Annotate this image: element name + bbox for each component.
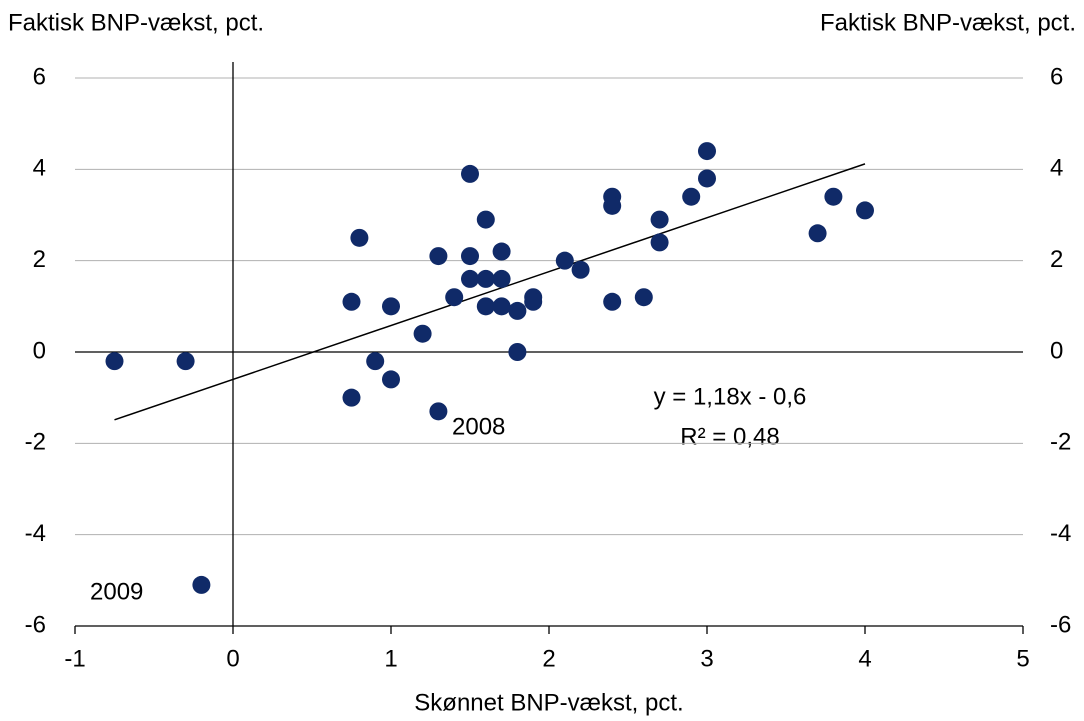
point [382,297,400,316]
annotation: 2009 [90,578,143,605]
point [342,292,361,311]
point [429,402,448,421]
y-tick-label: -2 [25,429,46,456]
point [429,247,448,266]
point [824,187,843,206]
x-tick-label: 1 [384,645,397,672]
y2-tick-label: 4 [1050,155,1063,182]
point [342,388,361,407]
point [192,575,211,594]
annotation: 2008 [452,413,505,440]
y-tick-label: 6 [33,63,46,90]
point [650,233,669,252]
point [698,142,716,161]
x-tick-label: 3 [700,645,713,672]
point [105,352,124,371]
point [808,224,827,243]
point [634,288,653,307]
point [682,187,701,206]
y2-tick-label: -2 [1050,429,1071,456]
x-tick-label: 5 [1016,645,1029,672]
point [856,201,874,220]
y-tick-label: 2 [33,246,46,273]
y-tick-label: -4 [25,520,46,547]
y-tick-label: -6 [25,611,46,638]
point [476,297,495,316]
point [698,169,716,188]
y2-tick-label: -4 [1050,520,1071,547]
x-tick-label: 0 [226,645,239,672]
point [366,352,385,371]
point [492,242,511,261]
point [382,370,400,389]
point [508,343,527,361]
trend-equation: y = 1,18x - 0,6 [654,383,807,410]
point [176,352,195,371]
point [461,164,479,183]
point [476,210,495,229]
point [492,269,511,288]
point [555,251,574,270]
trend-r2: R² = 0,48 [680,423,779,450]
y-tick-label: 4 [33,155,46,182]
point [508,301,527,320]
x-tick-label: 2 [542,645,555,672]
trend-line [114,163,866,421]
y2-axis-title: Faktisk BNP-vækst, pct. [820,9,1076,36]
point [461,247,479,266]
point [445,288,464,307]
point [492,297,511,316]
y-axis-title: Faktisk BNP-vækst, pct. [8,9,264,36]
point [603,292,622,311]
point [476,269,495,288]
y2-tick-label: -6 [1050,611,1071,638]
point [571,260,590,279]
point [350,228,369,247]
point [461,269,479,288]
y-tick-label: 0 [33,337,46,364]
x-tick-label: -1 [64,645,85,672]
point [524,292,543,311]
x-tick-label: 4 [858,645,871,672]
point [650,210,669,229]
point [603,196,622,215]
y2-tick-label: 2 [1050,246,1063,273]
point [413,324,432,343]
y2-tick-label: 0 [1050,337,1063,364]
y2-tick-label: 6 [1050,63,1063,90]
x-axis-title: Skønnet BNP-vækst, pct. [414,689,683,716]
